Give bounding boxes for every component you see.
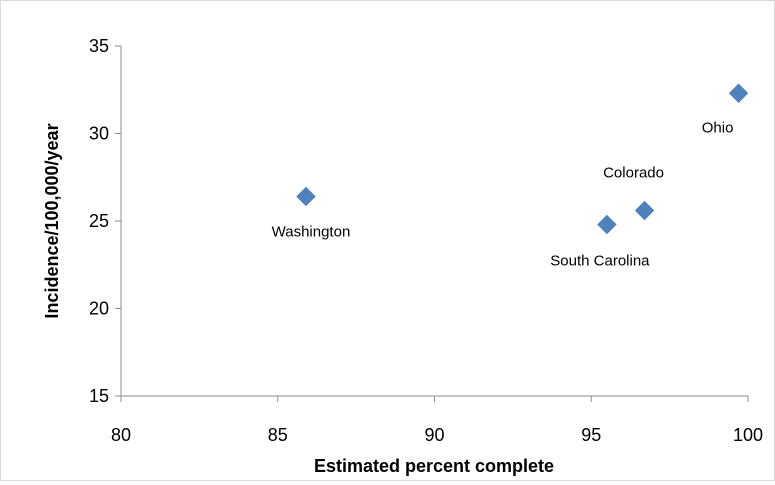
y-axis-title: Incidence/100,000/year	[42, 123, 62, 318]
x-tick-label: 85	[268, 425, 288, 445]
x-tick-label: 90	[424, 425, 444, 445]
data-labels: Washington South Carolina Colorado Ohio	[272, 119, 734, 269]
data-point-washington	[296, 186, 316, 207]
data-point-colorado	[634, 200, 655, 221]
data-points	[296, 83, 749, 235]
axes	[115, 45, 749, 402]
data-point-south-carolina	[597, 214, 617, 235]
y-tick-label: 30	[89, 124, 109, 144]
data-point-ohio	[728, 83, 749, 103]
x-axis-title: Estimated percent complete	[314, 456, 554, 476]
y-tick-label: 20	[89, 299, 109, 319]
data-label-colorado: Colorado	[603, 165, 664, 182]
tick-labels: 15 20 25 30 35 80 85 90 95 100	[89, 36, 763, 445]
x-tick-label: 95	[581, 425, 601, 445]
y-tick-label: 15	[89, 386, 109, 406]
data-label-south-carolina: South Carolina	[550, 253, 650, 270]
data-label-ohio: Ohio	[702, 119, 734, 136]
y-tick-label: 35	[89, 36, 109, 56]
x-tick-label: 80	[111, 425, 131, 445]
y-tick-label: 25	[89, 211, 109, 231]
x-tick-label: 100	[733, 425, 763, 445]
data-label-washington: Washington	[272, 224, 351, 241]
